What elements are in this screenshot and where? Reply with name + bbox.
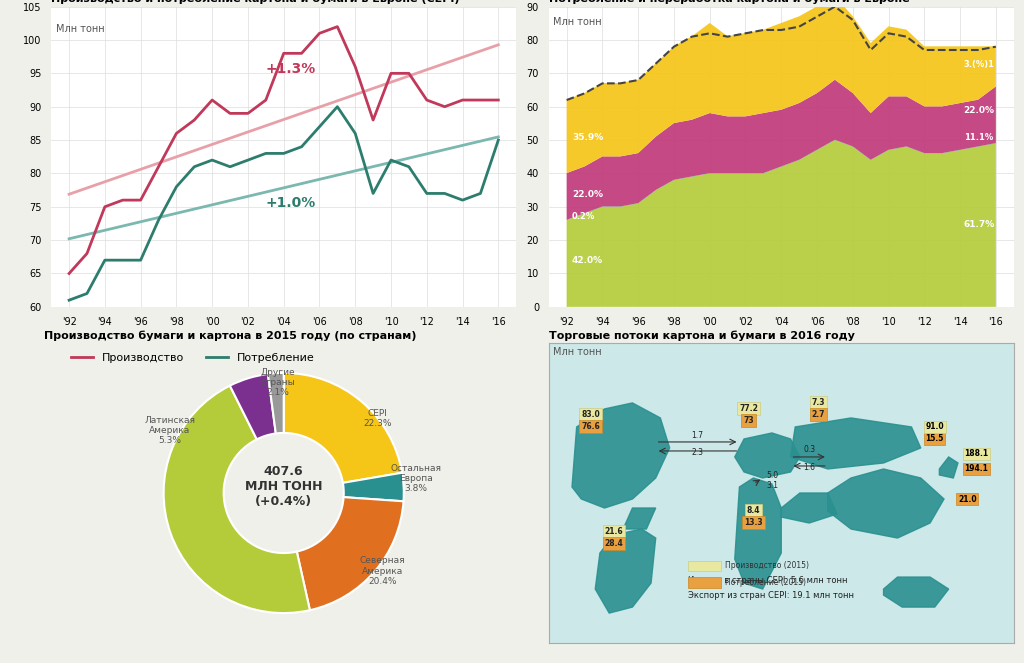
- Wedge shape: [343, 473, 403, 501]
- Bar: [688, 577, 721, 587]
- Text: 91.0: 91.0: [926, 422, 944, 432]
- Text: 22.0%: 22.0%: [572, 190, 603, 199]
- Text: Импорт в страны CEPI: 5.6 млн тонн: Импорт в страны CEPI: 5.6 млн тонн: [688, 576, 848, 585]
- Text: Производство бумаги и картона в 2015 году (по странам): Производство бумаги и картона в 2015 год…: [44, 330, 416, 341]
- Polygon shape: [735, 478, 781, 589]
- Text: Торговые потоки картона и бумаги в 2016 году: Торговые потоки картона и бумаги в 2016 …: [549, 330, 855, 341]
- Text: 28.4: 28.4: [604, 539, 624, 548]
- Text: Северная
Америка
20.4%: Северная Америка 20.4%: [359, 556, 404, 586]
- Polygon shape: [735, 433, 800, 478]
- Text: 8.4: 8.4: [746, 506, 760, 515]
- Text: Потребление и переработка картона и бумаги в Европе: Потребление и переработка картона и бума…: [549, 0, 909, 5]
- Text: 1.7: 1.7: [691, 432, 703, 440]
- Text: CEPI
22.3%: CEPI 22.3%: [364, 409, 391, 428]
- Wedge shape: [268, 373, 284, 434]
- Text: 61.7%: 61.7%: [964, 220, 995, 229]
- Wedge shape: [229, 374, 275, 440]
- Wedge shape: [284, 373, 402, 483]
- Text: 76.6: 76.6: [582, 422, 600, 431]
- Text: 21.0: 21.0: [957, 495, 977, 503]
- Text: 35.9%: 35.9%: [572, 133, 603, 142]
- Text: Другие
страны
2.1%: Другие страны 2.1%: [260, 367, 295, 397]
- Text: Производство (2015): Производство (2015): [725, 561, 809, 570]
- Polygon shape: [781, 493, 837, 523]
- Text: 194.1: 194.1: [965, 465, 988, 473]
- Text: +1.3%: +1.3%: [266, 62, 316, 76]
- Text: 83.0: 83.0: [582, 410, 600, 419]
- Text: 3.(%)1: 3.(%)1: [964, 60, 994, 69]
- Text: 2.3: 2.3: [691, 448, 703, 457]
- Polygon shape: [827, 469, 944, 538]
- Text: Млн тонн: Млн тонн: [553, 347, 602, 357]
- Text: 11.1%: 11.1%: [964, 133, 993, 142]
- Text: Млн тонн: Млн тонн: [553, 17, 602, 27]
- Text: 22.0%: 22.0%: [964, 106, 994, 115]
- Polygon shape: [939, 457, 958, 478]
- Text: 7.3: 7.3: [812, 398, 825, 407]
- Text: 5.0: 5.0: [766, 471, 778, 480]
- Text: Остальная
Европа
3.8%: Остальная Европа 3.8%: [390, 463, 441, 493]
- Text: 21.6: 21.6: [604, 527, 624, 536]
- Text: 2.7: 2.7: [812, 410, 825, 419]
- Polygon shape: [595, 529, 655, 613]
- Text: Экспорт из стран CEPI: 19.1 млн тонн: Экспорт из стран CEPI: 19.1 млн тонн: [688, 591, 854, 600]
- Text: 0.2%: 0.2%: [572, 212, 595, 221]
- Text: 407.6
МЛН ТОНН
(+0.4%): 407.6 МЛН ТОНН (+0.4%): [245, 465, 323, 509]
- Text: 13.3: 13.3: [744, 518, 763, 527]
- Legend: Производство, Потребление: Производство, Потребление: [67, 349, 319, 367]
- Text: 0.3: 0.3: [803, 446, 815, 454]
- Text: 1.6: 1.6: [803, 463, 815, 473]
- Text: 188.1: 188.1: [965, 450, 988, 459]
- Polygon shape: [791, 418, 921, 469]
- Wedge shape: [164, 386, 310, 613]
- Text: 15.5: 15.5: [926, 434, 944, 444]
- Text: Производство и потребление картона и бумаги в Европе (CEPI): Производство и потребление картона и бум…: [51, 0, 460, 5]
- Polygon shape: [572, 403, 670, 508]
- Text: 42.0%: 42.0%: [572, 257, 603, 265]
- Text: 73: 73: [743, 416, 754, 425]
- Text: 77.2: 77.2: [739, 404, 758, 413]
- Bar: [688, 560, 721, 571]
- Polygon shape: [884, 577, 948, 607]
- Text: 3.1: 3.1: [766, 481, 778, 491]
- Legend: Переработка на бумажных фабриках, Товарная макулатура, Неперерабатываемая, Друга: Переработка на бумажных фабриках, Товарн…: [598, 379, 965, 429]
- Text: +1.0%: +1.0%: [266, 196, 316, 210]
- Polygon shape: [624, 508, 655, 529]
- Wedge shape: [297, 497, 403, 610]
- Text: Млн тонн: Млн тонн: [56, 24, 104, 34]
- Text: Латинская
Америка
5.3%: Латинская Америка 5.3%: [144, 416, 196, 446]
- Text: Потребление (2015): Потребление (2015): [725, 577, 807, 587]
